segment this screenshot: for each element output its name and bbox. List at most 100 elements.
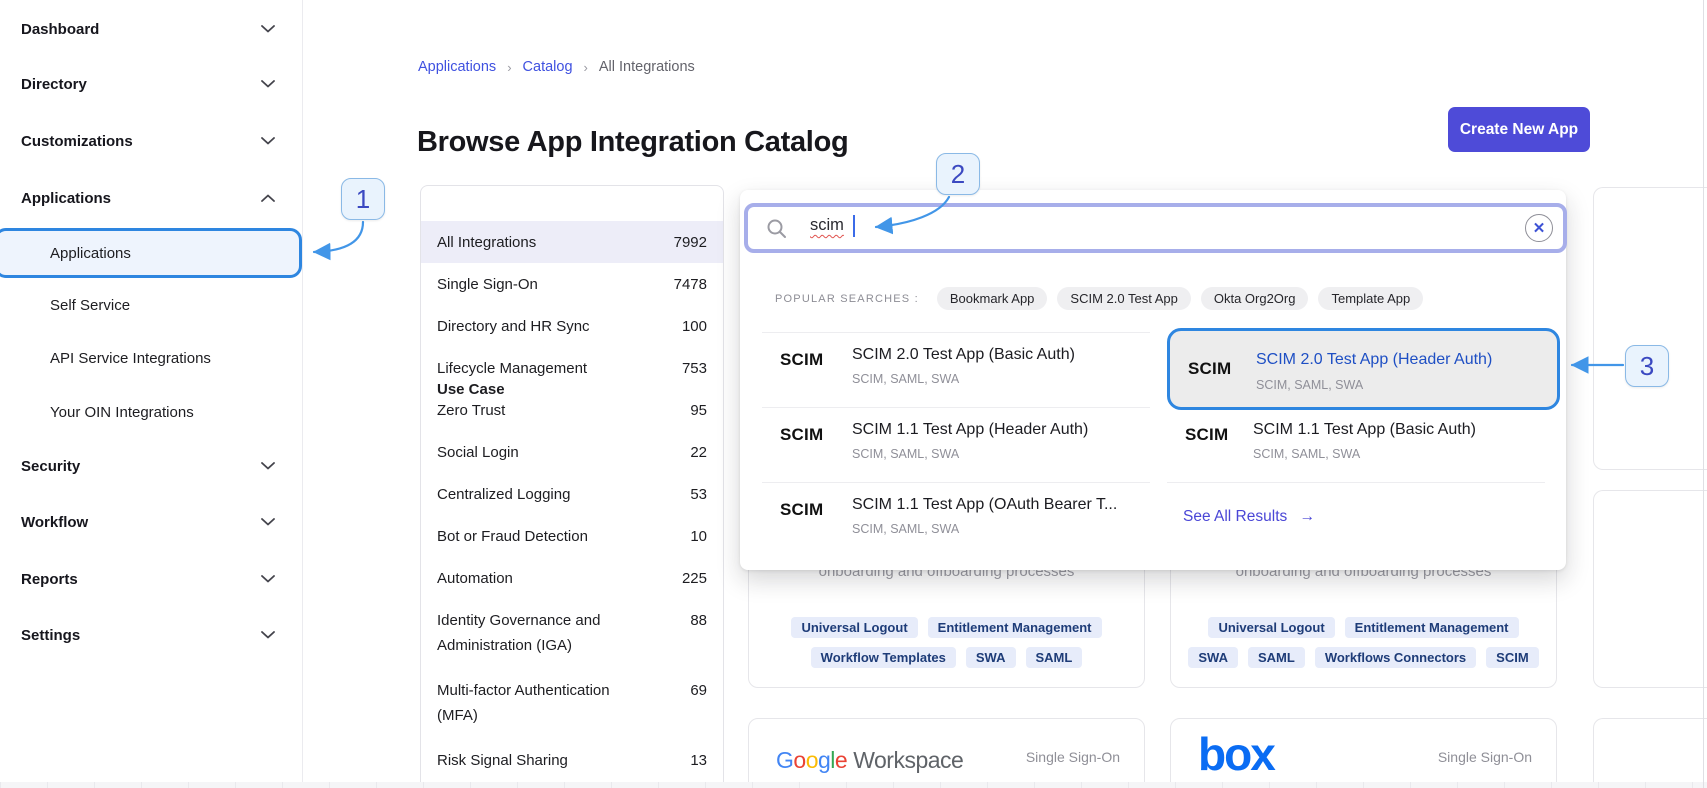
use-case-label: Zero Trust — [437, 401, 506, 419]
popular-search-pill[interactable]: Okta Org2Org — [1200, 287, 1309, 310]
use-case-row-automation[interactable]: Automation 225 — [421, 557, 723, 599]
use-case-count: 7478 — [673, 275, 707, 293]
app-card-google-workspace[interactable]: Google Workspace Single Sign-On — [748, 718, 1145, 788]
capability-tag[interactable]: Universal Logout — [791, 617, 918, 638]
google-logo-letter: g — [817, 747, 831, 773]
use-case-count: 88 — [690, 612, 707, 629]
scim-logo: SCIM — [780, 425, 824, 444]
use-case-row-single-sign-on[interactable]: Single Sign-On 7478 — [421, 263, 723, 305]
sidebar-item-self-service[interactable]: Self Service — [0, 290, 302, 320]
capability-tag[interactable]: Workflows Connectors — [1314, 647, 1477, 668]
sidebar-item-label: Customizations — [21, 132, 133, 150]
sidebar-item-dashboard[interactable]: Dashboard — [0, 14, 302, 44]
sidebar-item-label: Settings — [21, 626, 81, 644]
divider — [762, 482, 1150, 483]
clear-search-button[interactable]: ✕ — [1525, 214, 1553, 242]
app-card-box[interactable]: box Single Sign-On — [1170, 718, 1557, 788]
result-subtitle: SCIM, SAML, SWA — [1256, 378, 1364, 392]
use-case-row-risk-signal-sharing[interactable]: Risk Signal Sharing 13 — [421, 739, 723, 781]
sidebar-item-directory[interactable]: Directory — [0, 69, 302, 99]
popular-search-pill[interactable]: Bookmark App — [936, 287, 1048, 310]
google-logo-word: Google — [776, 747, 848, 773]
use-case-count: 100 — [681, 317, 707, 335]
use-case-row-bot-fraud-detection[interactable]: Bot or Fraud Detection 10 — [421, 515, 723, 557]
popular-search-pill[interactable]: Template App — [1318, 287, 1424, 310]
use-case-row-directory-hr-sync[interactable]: Directory and HR Sync 100 — [421, 305, 723, 347]
sidebar-item-label: Your OIN Integrations — [50, 403, 194, 421]
sidebar-item-reports[interactable]: Reports — [0, 564, 302, 594]
chevron-down-icon — [261, 80, 275, 88]
see-all-results-link[interactable]: See All Results → — [1183, 508, 1315, 526]
capability-tag[interactable]: SAML — [1247, 647, 1305, 668]
sidebar-item-settings[interactable]: Settings — [0, 620, 302, 650]
search-result-scim20-header-highlighted[interactable]: SCIM SCIM 2.0 Test App (Header Auth) SCI… — [1167, 328, 1560, 410]
use-case-count: 53 — [690, 485, 707, 503]
step-3-callout: 3 — [1625, 345, 1669, 387]
sidebar-item-customizations[interactable]: Customizations — [0, 126, 302, 156]
capability-tag[interactable]: Entitlement Management — [927, 617, 1102, 638]
breadcrumb-link-catalog[interactable]: Catalog — [522, 59, 573, 75]
right-arrow-icon: → — [1299, 508, 1316, 525]
scim-logo: SCIM — [780, 500, 824, 519]
use-case-row-iga[interactable]: Identity Governance and Administration (… — [421, 599, 723, 669]
sidebar-item-your-oin-integrations[interactable]: Your OIN Integrations — [0, 397, 302, 427]
catalog-search-input[interactable]: scim ✕ — [744, 203, 1567, 253]
window-bottom-edge — [0, 782, 1707, 788]
use-case-row-mfa[interactable]: Multi-factor Authentication (MFA) 69 — [421, 669, 723, 739]
create-new-app-button[interactable]: Create New App — [1448, 107, 1590, 152]
sidebar-item-label: Directory — [21, 75, 87, 93]
result-title: SCIM 1.1 Test App (Header Auth) — [852, 421, 1089, 438]
scim-logo: SCIM — [1185, 425, 1229, 444]
popular-search-pill[interactable]: SCIM 2.0 Test App — [1057, 287, 1191, 310]
google-logo-letter: e — [834, 747, 848, 773]
scrollbar-track[interactable] — [1703, 0, 1704, 788]
sidebar-item-label: Dashboard — [21, 20, 100, 38]
search-result-scim11-oauth[interactable]: SCIM SCIM 1.1 Test App (OAuth Bearer T..… — [740, 482, 1150, 557]
use-case-row-social-login[interactable]: Social Login 22 — [421, 431, 723, 473]
capability-tag[interactable]: Entitlement Management — [1344, 617, 1519, 638]
use-case-count: 753 — [681, 359, 707, 377]
box-logo: box — [1198, 728, 1276, 780]
result-title: SCIM 2.0 Test App (Basic Auth) — [852, 346, 1075, 363]
use-case-label: Multi-factor Authentication (MFA) — [437, 682, 610, 724]
capability-tag[interactable]: SWA — [1188, 647, 1238, 668]
google-logo-letter: o — [793, 747, 806, 773]
use-case-count: 69 — [690, 682, 707, 699]
chevron-up-icon — [261, 194, 275, 202]
use-case-row-lifecycle-management[interactable]: Lifecycle Management 753 — [421, 347, 723, 389]
capability-tag[interactable]: SCIM — [1486, 647, 1539, 668]
result-subtitle: SCIM, SAML, SWA — [1253, 447, 1361, 461]
app-card-cutoff[interactable] — [1593, 718, 1707, 788]
step-1-callout: 1 — [341, 178, 385, 220]
app-card-cutoff[interactable] — [1593, 490, 1707, 688]
capability-tag[interactable]: Universal Logout — [1208, 617, 1335, 638]
annotation-highlight-applications — [0, 228, 302, 278]
sidebar-item-applications-group[interactable]: Applications — [0, 183, 302, 213]
capability-tag[interactable]: SAML — [1025, 647, 1083, 668]
use-case-row-zero-trust[interactable]: Zero Trust 95 — [421, 389, 723, 431]
sidebar-item-api-service-integrations[interactable]: API Service Integrations — [0, 343, 302, 373]
google-logo-letter: G — [776, 747, 794, 773]
sidebar-item-applications[interactable]: Applications — [0, 238, 302, 268]
scim-logo: SCIM — [1188, 359, 1232, 378]
use-case-label: Directory and HR Sync — [437, 317, 590, 335]
step-number: 3 — [1639, 350, 1655, 381]
use-case-row-all-integrations[interactable]: All Integrations 7992 — [421, 221, 723, 263]
use-case-row-centralized-logging[interactable]: Centralized Logging 53 — [421, 473, 723, 515]
sidebar-item-security[interactable]: Security — [0, 451, 302, 481]
sidebar-item-workflow[interactable]: Workflow — [0, 507, 302, 537]
breadcrumb-link-applications[interactable]: Applications — [418, 59, 497, 75]
use-case-count: 13 — [690, 751, 707, 769]
capability-tag[interactable]: Workflow Templates — [810, 647, 956, 668]
chevron-down-icon — [261, 575, 275, 583]
search-result-scim20-basic[interactable]: SCIM SCIM 2.0 Test App (Basic Auth) SCIM… — [740, 332, 1150, 407]
app-card-scim-left[interactable]: onboarding and offboarding processes Uni… — [748, 490, 1145, 688]
app-card-cutoff[interactable] — [1593, 187, 1707, 470]
result-title: SCIM 1.1 Test App (OAuth Bearer T... — [852, 496, 1118, 513]
popular-searches-label: POPULAR SEARCHES : — [775, 292, 919, 305]
capability-tag[interactable]: SWA — [965, 647, 1016, 668]
divider — [762, 332, 1150, 333]
divider — [762, 407, 1150, 408]
search-result-scim11-header[interactable]: SCIM SCIM 1.1 Test App (Header Auth) SCI… — [740, 407, 1150, 482]
search-result-scim11-basic[interactable]: SCIM SCIM 1.1 Test App (Basic Auth) SCIM… — [1167, 407, 1560, 482]
